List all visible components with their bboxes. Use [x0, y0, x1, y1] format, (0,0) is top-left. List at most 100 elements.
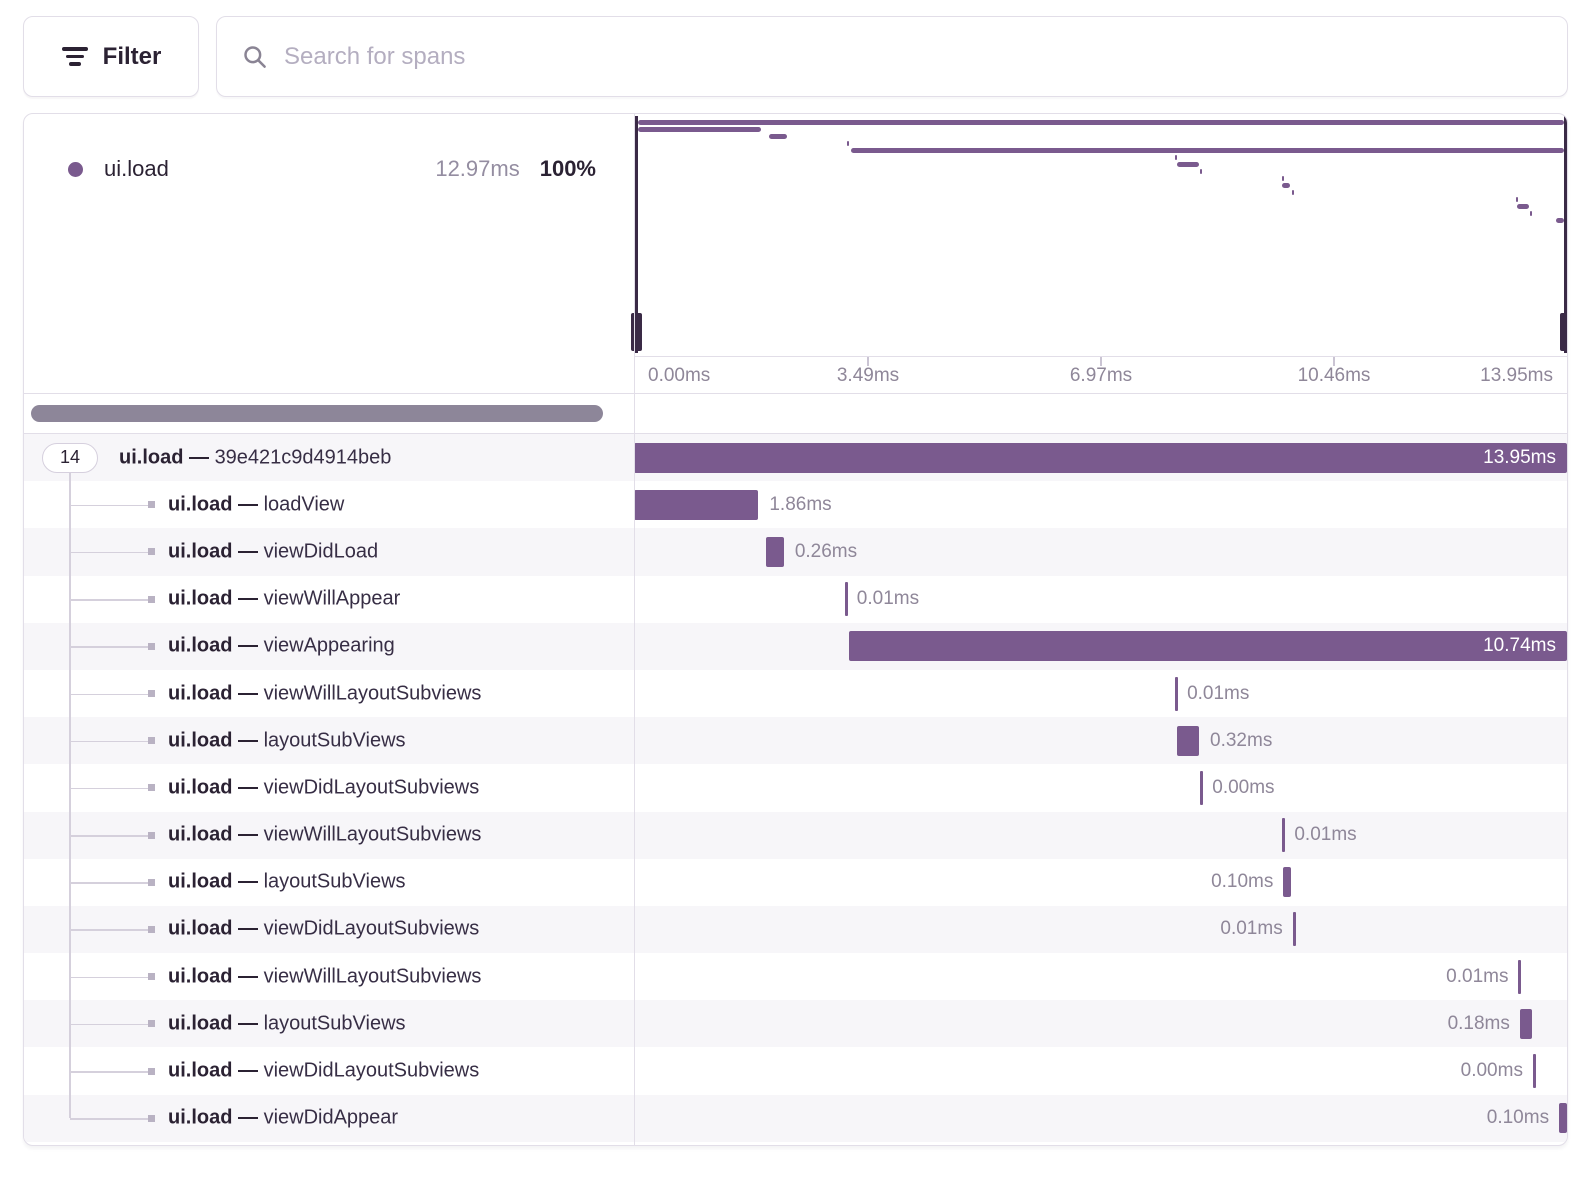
filter-icon	[61, 47, 89, 66]
span-row[interactable]: ui.load — loadView 1.86ms	[24, 481, 1567, 529]
minimap-span	[850, 148, 1564, 153]
tree-connector	[69, 1000, 71, 1048]
axis-label: 10.46ms	[1297, 365, 1371, 386]
minimap-span	[1530, 211, 1533, 216]
span-bar[interactable]	[1292, 912, 1296, 947]
minimap-span	[1176, 162, 1199, 167]
minimap-right-handle[interactable]	[1560, 116, 1567, 353]
tree-connector	[70, 740, 148, 743]
span-tree-cell: ui.load — viewDidAppear	[24, 1094, 634, 1142]
toolbar: Filter	[23, 16, 1568, 97]
panel-divider[interactable]	[634, 114, 635, 1145]
span-bar[interactable]	[1518, 959, 1522, 994]
span-tree-cell: ui.load — viewDidLoad	[24, 528, 634, 576]
span-label: ui.load — layoutSubViews	[168, 729, 406, 752]
span-row[interactable]: 14 ui.load — 39e421c9d4914beb 13.95ms	[24, 434, 1567, 482]
span-waterfall-cell: 10.74ms	[634, 623, 1567, 670]
span-duration: 0.18ms	[1447, 1012, 1510, 1034]
span-bar[interactable]	[1519, 1008, 1532, 1039]
span-waterfall-cell: 0.10ms	[634, 859, 1567, 906]
span-row[interactable]: ui.load — viewDidLayoutSubviews 0.00ms	[24, 764, 1567, 812]
tree-connector	[69, 669, 71, 718]
axis-label: 6.97ms	[1069, 365, 1133, 386]
tree-connector	[69, 622, 71, 670]
filter-button[interactable]: Filter	[23, 16, 199, 97]
minimap-span	[847, 141, 850, 146]
trace-minimap[interactable]	[631, 114, 1567, 356]
span-label: ui.load — viewWillLayoutSubviews	[168, 823, 482, 846]
tree-bullet	[148, 1114, 155, 1122]
axis-tick	[1333, 357, 1335, 366]
span-label: ui.load — viewDidLayoutSubviews	[168, 776, 480, 799]
span-waterfall-cell: 0.01ms	[634, 953, 1567, 1000]
span-duration: 13.95ms	[1483, 446, 1556, 468]
span-row[interactable]: ui.load — viewDidLayoutSubviews 0.00ms	[24, 1047, 1567, 1095]
span-duration: 0.01ms	[1446, 965, 1509, 987]
span-waterfall-cell: 13.95ms	[634, 434, 1567, 481]
axis-label: 13.95ms	[1480, 365, 1553, 386]
span-label: ui.load — viewWillLayoutSubviews	[168, 682, 482, 705]
tree-connector	[69, 1047, 71, 1095]
tree-connector	[70, 1071, 148, 1073]
tree-bullet	[148, 1020, 155, 1028]
tree-connector	[69, 528, 71, 576]
span-row[interactable]: ui.load — viewAppearing 10.74ms	[24, 622, 1567, 670]
span-bar[interactable]	[1175, 676, 1179, 711]
span-bar[interactable]	[1282, 818, 1286, 853]
minimap-span	[1515, 197, 1518, 202]
span-tree-cell: ui.load — viewDidLayoutSubviews	[24, 905, 634, 954]
axis-label: 0.00ms	[648, 365, 711, 386]
span-tree-cell: ui.load — viewDidLayoutSubviews	[24, 1047, 634, 1095]
span-bar[interactable]: 10.74ms	[848, 631, 1567, 662]
span-row[interactable]: ui.load — viewWillLayoutSubviews 0.01ms	[24, 953, 1567, 1001]
minimap-span	[1556, 218, 1564, 223]
span-row[interactable]: ui.load — viewWillLayoutSubviews 0.01ms	[24, 811, 1567, 859]
span-bar[interactable]	[1283, 867, 1292, 898]
span-tree-cell: ui.load — viewAppearing	[24, 622, 634, 670]
minimap-span	[638, 120, 1564, 125]
span-tree-cell: ui.load — layoutSubViews	[24, 858, 634, 906]
span-bar[interactable]	[634, 489, 759, 520]
span-bar[interactable]: 13.95ms	[634, 442, 1567, 473]
span-row[interactable]: ui.load — layoutSubViews 0.18ms	[24, 1000, 1567, 1048]
minimap-span	[1282, 183, 1291, 188]
horizontal-scrollbar[interactable]	[31, 405, 603, 422]
span-bar[interactable]	[1532, 1054, 1536, 1089]
span-row[interactable]: ui.load — viewWillLayoutSubviews 0.01ms	[24, 669, 1567, 718]
op-color-dot	[68, 161, 83, 177]
span-duration: 10.74ms	[1483, 635, 1556, 657]
span-waterfall-cell: 0.18ms	[634, 1000, 1567, 1047]
tree-connector	[69, 858, 71, 906]
minimap-span	[769, 134, 787, 139]
children-count-badge[interactable]: 14	[42, 442, 98, 473]
span-tree-cell: ui.load — viewDidLayoutSubviews	[24, 764, 634, 812]
span-bar[interactable]	[1559, 1103, 1567, 1134]
span-bar[interactable]	[1200, 770, 1204, 805]
span-row[interactable]: ui.load — viewDidAppear 0.10ms	[24, 1094, 1567, 1142]
span-tree-cell: ui.load — viewWillLayoutSubviews	[24, 669, 634, 718]
span-label: ui.load — layoutSubViews	[168, 870, 406, 893]
span-bar[interactable]	[766, 536, 784, 567]
search-box	[216, 16, 1568, 97]
span-bar[interactable]	[1177, 725, 1200, 756]
span-waterfall-cell: 1.86ms	[634, 481, 1567, 528]
span-row[interactable]: ui.load — layoutSubViews 0.10ms	[24, 858, 1567, 906]
span-row[interactable]: ui.load — layoutSubViews 0.32ms	[24, 717, 1567, 765]
trace-header: ui.load 12.97ms 100%	[24, 114, 634, 393]
minimap-left-handle[interactable]	[631, 116, 642, 353]
span-bar[interactable]	[844, 582, 848, 617]
tree-connector	[69, 481, 71, 529]
span-row[interactable]: ui.load — viewDidLayoutSubviews 0.01ms	[24, 905, 1567, 954]
span-label: ui.load — viewWillAppear	[168, 587, 401, 610]
span-row[interactable]: ui.load — viewWillAppear 0.01ms	[24, 575, 1567, 623]
tree-connector	[70, 504, 148, 507]
span-waterfall-cell: 0.01ms	[634, 576, 1567, 623]
span-tree-cell: ui.load — loadView	[24, 481, 634, 529]
tree-connector	[70, 551, 148, 554]
tree-connector	[70, 882, 148, 884]
span-row[interactable]: ui.load — viewDidLoad 0.26ms	[24, 528, 1567, 576]
span-label: ui.load — 39e421c9d4914beb	[119, 446, 392, 469]
minimap-span	[1281, 176, 1284, 181]
search-input[interactable]	[284, 42, 1543, 71]
